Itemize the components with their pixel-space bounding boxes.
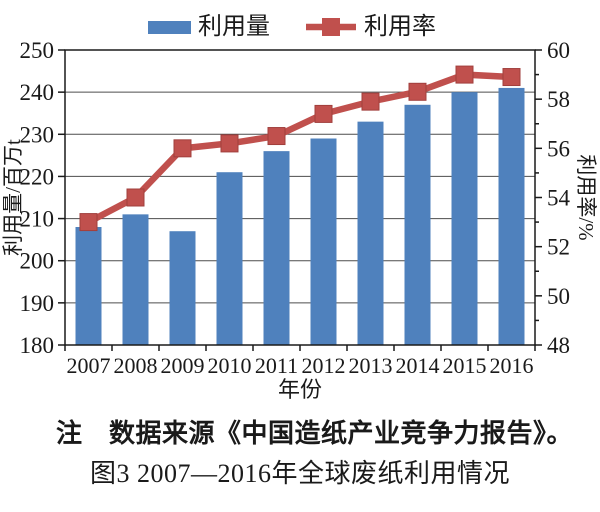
x-axis-tick-label: 2012 [302,353,346,378]
bar-2014 [404,104,431,346]
rate-marker-2009 [173,139,192,158]
x-axis-tick-label: 2013 [349,353,393,378]
rate-marker-2016 [502,68,521,87]
left-axis-tick-label: 250 [20,38,55,63]
right-axis-tick-label: 54 [547,186,571,211]
x-axis-tick-label: 2008 [114,353,158,378]
left-axis-tick-label: 190 [20,291,55,316]
legend-bar-swatch [148,21,191,34]
right-axis-tick-label: 60 [547,38,570,63]
bar-2015 [451,92,478,346]
bar-2009 [169,231,196,345]
bar-2010 [216,172,243,345]
bar-2008 [122,214,149,345]
legend-bar-label: 利用量 [198,13,270,40]
x-axis-tick-label: 2011 [255,353,298,378]
utilization-rate-line [86,71,512,225]
rate-marker-2012 [314,104,333,123]
bar-2011 [263,151,290,345]
right-axis-tick-label: 52 [547,235,570,260]
rate-marker-2010 [220,134,239,153]
left-axis-tick-label: 220 [20,164,55,189]
x-axis-tick-label: 2016 [490,353,534,378]
right-axis-tick-label: 50 [547,284,570,309]
legend-line-marker [322,18,340,36]
chart-svg: 180 190 200 210 220 230 240 250 48 50 52 54 56 58 60 20… [1,13,598,402]
right-axis-title: 利用率/% [574,154,598,240]
rate-marker-2015 [455,65,474,84]
figure-caption: 图3 2007—2016年全球废纸利用情况 [89,458,510,488]
right-axis-tick-label: 56 [547,136,570,161]
left-axis-tick-label: 230 [20,122,55,147]
rate-marker-2011 [267,127,286,146]
left-axis-title: 利用量/百万t [1,139,25,256]
source-note: 注 数据来源《中国造纸产业竞争力报告》。 [56,419,574,448]
right-axis-tick-label: 48 [547,333,570,358]
x-axis-tick-label: 2009 [161,353,205,378]
bar-2016 [498,87,525,345]
x-axis-tick-label: 2015 [443,353,487,378]
x-axis-tick-label: 2007 [67,353,111,378]
x-axis-title: 年份 [278,377,322,402]
rate-marker-2007 [79,213,98,232]
left-axis-tick-label: 180 [20,333,55,358]
x-axis-tick-label: 2014 [396,353,440,378]
bar-2007 [75,227,102,345]
left-axis-tick-label: 240 [20,80,55,105]
right-axis-tick-label: 58 [547,87,570,112]
x-axis-tick-label: 2010 [208,353,252,378]
rate-marker-2014 [408,82,427,101]
waste-paper-utilization-figure: 180 190 200 210 220 230 240 250 48 50 52 54 56 58 60 20… [1,13,598,488]
legend-rate-label: 利用率 [364,13,436,40]
bar-2012 [310,138,337,345]
left-axis-tick-label: 210 [20,207,55,232]
rate-marker-2013 [361,92,380,111]
rate-marker-2008 [126,188,145,207]
left-axis-tick-label: 200 [20,249,55,274]
bar-2013 [357,121,384,346]
